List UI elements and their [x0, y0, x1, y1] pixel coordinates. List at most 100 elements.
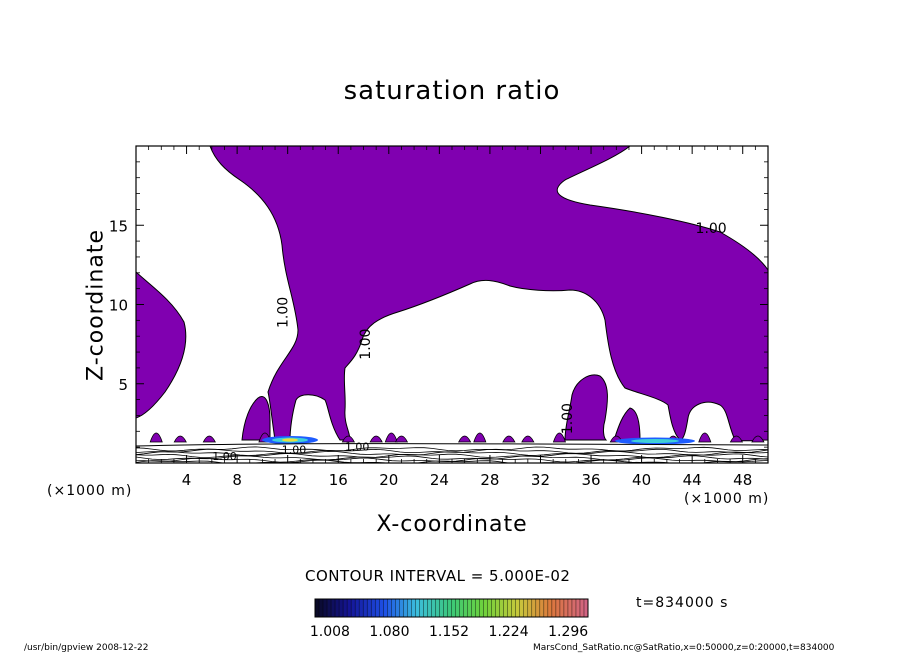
chart-title: saturation ratio — [343, 76, 561, 106]
surface-contour-line — [136, 455, 768, 461]
x-tick-label: 44 — [683, 471, 702, 489]
colorbar-segment — [579, 599, 585, 617]
colorbar-segment — [435, 599, 440, 617]
surface-blob — [552, 432, 566, 443]
colorbar-segment — [479, 599, 484, 617]
colorbar-segment — [447, 599, 452, 617]
hotspot-left-core — [282, 438, 298, 442]
colorbar-segment — [371, 599, 376, 617]
surface-contours — [136, 443, 768, 463]
colorbar-segment — [547, 599, 553, 617]
y-tick-label: 5 — [118, 376, 128, 394]
surface-contour-line — [136, 453, 768, 459]
colorbar-segment — [523, 599, 529, 617]
surface-contour-line — [136, 450, 768, 456]
colorbar-frame — [314, 598, 589, 618]
x-tick-label: 4 — [182, 471, 192, 489]
colorbar-segment — [455, 599, 460, 617]
colorbar-segment — [403, 599, 408, 617]
surface-blob — [521, 435, 535, 443]
colorbar-segment — [495, 599, 500, 617]
colorbar-segment — [423, 599, 428, 617]
colorbar-segment — [439, 599, 444, 617]
colorbar-segment — [487, 599, 492, 617]
colorbar-segment — [391, 599, 396, 617]
colorbar-tick-label: 1.080 — [369, 624, 409, 640]
colorbar-segment — [407, 599, 412, 617]
contour-labels: 1.00 1.00 1.00 1.00 1.00 1.00 1.00 — [212, 221, 726, 463]
colorbar-segment — [543, 599, 549, 617]
colorbar-segment — [571, 599, 577, 617]
colorbar-segment — [323, 599, 328, 617]
colorbar-segment — [451, 599, 456, 617]
colorbar-segment — [551, 599, 557, 617]
colorbar-segment — [327, 599, 332, 617]
colorbar-segment — [335, 599, 340, 617]
colorbar-tick-label: 1.224 — [489, 624, 529, 640]
surface-blob — [369, 435, 383, 443]
colorbar-segment — [475, 599, 480, 617]
surface-blob — [502, 435, 516, 443]
x-unit-label-right: (×1000 m) — [684, 491, 770, 507]
saturated-region — [136, 146, 768, 463]
x-tick-label: 16 — [329, 471, 348, 489]
colorbar: 1.008 1.080 1.152 1.224 1.296 — [310, 598, 589, 640]
colorbar-segment — [411, 599, 416, 617]
colorbar-segment — [427, 599, 432, 617]
surface-blob — [341, 435, 355, 443]
colorbar-segment — [519, 599, 525, 617]
contour-label: 1.00 — [358, 329, 374, 360]
surface-blob — [457, 435, 472, 443]
colorbar-segment — [359, 599, 364, 617]
footer-program: /usr/bin/gpview 2008-12-22 — [24, 643, 149, 653]
colorbar-segment — [539, 599, 545, 617]
colorbar-segment — [431, 599, 436, 617]
surface-contour-line — [136, 459, 768, 463]
surface-blob — [173, 435, 187, 443]
hotspot-right-inner — [631, 439, 679, 443]
colorbar-segment — [535, 599, 541, 617]
colorbar-segment — [351, 599, 356, 617]
y-axis-ticks: 5 10 15 — [109, 161, 768, 448]
surface-blob — [394, 435, 409, 443]
colorbar-tick-label: 1.008 — [310, 624, 350, 640]
time-label: t=834000 s — [636, 595, 729, 611]
colorbar-segment — [331, 599, 336, 617]
colorbar-segment — [515, 599, 521, 617]
contour-label: 1.00 — [282, 443, 307, 456]
y-tick-label: 10 — [109, 297, 128, 315]
colorbar-segment — [343, 599, 348, 617]
saturated-region-left — [136, 271, 187, 419]
footer-source: MarsCond_SatRatio.nc@SatRatio,x=0:50000,… — [533, 643, 835, 653]
colorbar-segment — [399, 599, 404, 617]
contour-label: 1.00 — [212, 450, 237, 463]
x-tick-label: 36 — [581, 471, 600, 489]
surface-contour-line — [136, 446, 768, 452]
x-tick-label: 48 — [733, 471, 752, 489]
colorbar-segment — [315, 599, 320, 617]
colorbar-segment — [583, 599, 589, 617]
x-unit-label-left: (×1000 m) — [47, 483, 133, 499]
x-tick-label: 28 — [480, 471, 499, 489]
saturated-region-main — [209, 146, 768, 442]
y-tick-label: 15 — [109, 217, 128, 235]
colorbar-segment — [347, 599, 352, 617]
x-tick-label: 8 — [232, 471, 242, 489]
surface-contour-line — [136, 443, 768, 447]
colorbar-segment — [379, 599, 384, 617]
contour-interval-label: CONTOUR INTERVAL = 5.000E-02 — [305, 567, 571, 585]
colorbar-segment — [511, 599, 517, 617]
colorbar-segment — [559, 599, 565, 617]
surface-blob — [751, 435, 765, 443]
colorbar-segment — [527, 599, 533, 617]
colorbar-segment — [499, 599, 504, 617]
colorbar-segment — [383, 599, 388, 617]
colorbar-segment — [463, 599, 468, 617]
x-tick-label: 40 — [632, 471, 651, 489]
colorbar-segment — [415, 599, 420, 617]
contour-label: 1.00 — [696, 221, 727, 237]
colorbar-segment — [563, 599, 569, 617]
x-tick-label: 12 — [278, 471, 297, 489]
colorbar-tick-label: 1.152 — [429, 624, 469, 640]
